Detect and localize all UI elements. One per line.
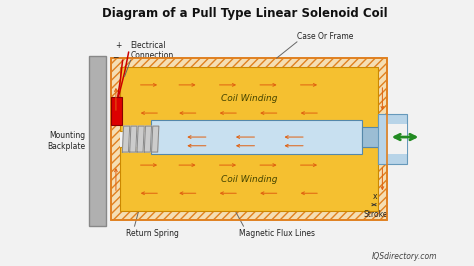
- Text: Plunger: Plunger: [226, 132, 266, 142]
- Bar: [388, 124, 407, 154]
- Bar: [120, 147, 378, 211]
- Text: Coil Winding: Coil Winding: [221, 175, 277, 184]
- Bar: [362, 127, 384, 147]
- Text: Return Spring: Return Spring: [127, 229, 179, 238]
- Text: Coil Winding: Coil Winding: [221, 94, 277, 103]
- Text: Electrical
Connection: Electrical Connection: [131, 41, 174, 60]
- Text: Mounting
Backplate: Mounting Backplate: [47, 131, 85, 151]
- Text: +: +: [115, 41, 121, 50]
- Text: Diagram of a Pull Type Linear Solenoid Coil: Diagram of a Pull Type Linear Solenoid C…: [102, 7, 388, 20]
- Bar: [111, 58, 387, 220]
- Bar: [111, 97, 122, 125]
- Text: x: x: [373, 192, 378, 201]
- Text: Stroke: Stroke: [363, 210, 388, 219]
- Text: −: −: [112, 53, 119, 62]
- Polygon shape: [122, 126, 130, 152]
- Polygon shape: [137, 126, 144, 152]
- Polygon shape: [130, 126, 137, 152]
- Bar: [378, 114, 407, 164]
- Polygon shape: [152, 126, 159, 152]
- Polygon shape: [144, 126, 152, 152]
- Bar: [120, 67, 378, 131]
- Text: Case Or Frame: Case Or Frame: [297, 32, 353, 41]
- Bar: [111, 58, 387, 220]
- Bar: [151, 120, 362, 155]
- Bar: [89, 56, 106, 226]
- Text: IQSdirectory.com: IQSdirectory.com: [372, 252, 438, 261]
- Bar: [120, 67, 378, 211]
- Text: Magnetic Flux Lines: Magnetic Flux Lines: [239, 229, 315, 238]
